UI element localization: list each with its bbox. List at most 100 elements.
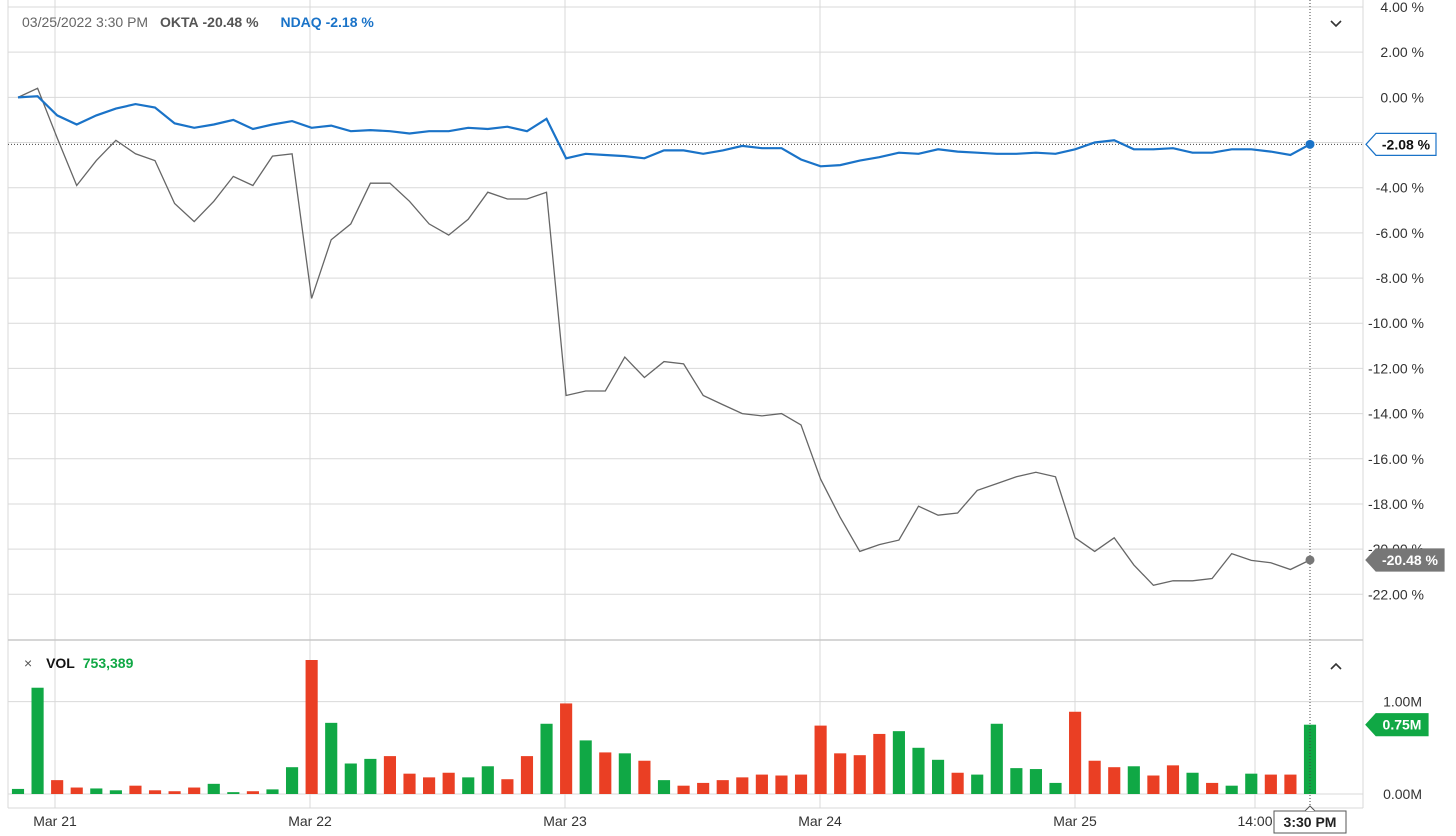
volume-bar xyxy=(442,772,455,794)
volume-bar xyxy=(423,777,436,794)
volume-bar xyxy=(599,752,612,794)
y-tick-label: -10.00 % xyxy=(1368,315,1424,331)
okta-last-point xyxy=(1305,555,1315,565)
volume-bar xyxy=(834,753,847,794)
volume-bar xyxy=(1264,774,1277,794)
volume-label: VOL xyxy=(46,655,75,671)
volume-bar xyxy=(657,780,671,794)
volume-bar xyxy=(853,755,866,794)
y-tick-label: -16.00 % xyxy=(1368,451,1424,467)
volume-bar xyxy=(285,767,299,794)
header-datetime: 03/25/2022 3:30 PM xyxy=(22,14,149,30)
volume-bar xyxy=(227,792,240,794)
close-icon[interactable]: × xyxy=(24,655,33,671)
volume-bar xyxy=(638,760,651,794)
volume-bar xyxy=(1029,769,1043,794)
x-tick-label: Mar 23 xyxy=(543,813,587,829)
volume-bar xyxy=(892,731,905,794)
volume-bar xyxy=(305,660,318,794)
ndaq-legend-label[interactable]: NDAQ -2.18 % xyxy=(280,14,374,30)
volume-bar xyxy=(1088,760,1101,794)
volume-bar xyxy=(501,779,514,794)
y-tick-label: -14.00 % xyxy=(1368,406,1424,422)
volume-bar xyxy=(1010,768,1023,794)
crosshair-time-pointer xyxy=(1304,805,1316,812)
volume-bar xyxy=(736,777,749,794)
volume-bar xyxy=(168,791,181,794)
volume-bar xyxy=(207,783,220,794)
y-tick-label: 2.00 % xyxy=(1380,44,1424,60)
ndaq-last-point xyxy=(1305,139,1315,149)
volume-bar xyxy=(814,725,827,794)
volume-bar xyxy=(618,753,631,794)
volume-bar xyxy=(1186,772,1199,794)
volume-bar xyxy=(364,758,377,794)
volume-bar xyxy=(1108,767,1121,794)
volume-bar xyxy=(90,788,103,794)
volume-bar xyxy=(775,775,788,794)
volume-bar xyxy=(677,785,690,794)
volume-bar xyxy=(579,740,592,794)
x-tick-label: 14:00 xyxy=(1237,813,1272,829)
volume-bar xyxy=(148,790,162,794)
volume-bar xyxy=(11,788,25,794)
volume-bar xyxy=(931,759,945,794)
volume-bar xyxy=(697,782,710,794)
volume-bar xyxy=(971,774,984,794)
volume-bar xyxy=(462,777,475,794)
volume-bar xyxy=(1206,782,1219,794)
volume-bar xyxy=(266,789,279,794)
volume-bar xyxy=(481,766,494,794)
volume-header: × VOL 753,389 xyxy=(24,655,133,671)
okta-symbol: OKTA xyxy=(160,14,199,30)
x-tick-label: Mar 25 xyxy=(1053,813,1097,829)
x-tick-label: Mar 21 xyxy=(33,813,77,829)
chevron-down-icon[interactable] xyxy=(1326,15,1346,31)
volume-bar xyxy=(31,687,44,794)
volume-bar xyxy=(109,790,122,794)
volume-bar xyxy=(70,787,83,794)
volume-bar xyxy=(1284,774,1297,794)
y-tick-label: 0.00 % xyxy=(1380,89,1424,105)
volume-bar xyxy=(325,722,338,794)
volume-bar xyxy=(1069,711,1082,794)
volume-bar xyxy=(51,780,64,794)
y-tick-label: -18.00 % xyxy=(1368,496,1424,512)
volume-bar xyxy=(1127,766,1140,794)
volume-last-tag xyxy=(1365,713,1429,737)
volume-bar xyxy=(716,780,729,794)
crosshair-time-label: 3:30 PM xyxy=(1284,814,1337,830)
chart-header: 03/25/2022 3:30 PM OKTA -20.48 % NDAQ -2… xyxy=(22,14,374,30)
volume-bar xyxy=(344,763,357,794)
volume-bar xyxy=(755,774,768,794)
ndaq-line xyxy=(17,95,1311,168)
volume-value: 753,389 xyxy=(82,655,134,671)
okta-line xyxy=(17,87,1311,587)
y-tick-label: -8.00 % xyxy=(1376,270,1424,286)
volume-bar xyxy=(951,772,964,794)
ndaq-last-tag-label: -2.08 % xyxy=(1382,136,1431,152)
volume-bar xyxy=(383,756,397,794)
y-tick-label: -22.00 % xyxy=(1368,586,1424,602)
volume-bar xyxy=(188,787,201,794)
volume-last-tag-label: 0.75M xyxy=(1383,717,1422,733)
okta-change: -20.48 % xyxy=(202,14,259,30)
y-tick-label: -6.00 % xyxy=(1376,225,1424,241)
volume-bar xyxy=(1166,765,1180,794)
y-tick-label: 4.00 % xyxy=(1380,0,1424,15)
chevron-up-icon[interactable] xyxy=(1326,657,1346,673)
volume-tick-label: 1.00M xyxy=(1383,694,1422,710)
volume-bar xyxy=(520,756,534,794)
volume-bar xyxy=(1147,775,1160,794)
volume-bar xyxy=(912,747,925,794)
volume-bar xyxy=(794,774,808,794)
volume-bar xyxy=(246,791,259,794)
volume-bar xyxy=(873,733,886,794)
y-tick-label: -4.00 % xyxy=(1376,180,1424,196)
ndaq-last-tag xyxy=(1365,132,1437,156)
volume-bar xyxy=(403,773,416,794)
volume-bar xyxy=(990,723,1003,794)
volume-bar xyxy=(1225,785,1238,794)
volume-bar xyxy=(540,723,553,794)
